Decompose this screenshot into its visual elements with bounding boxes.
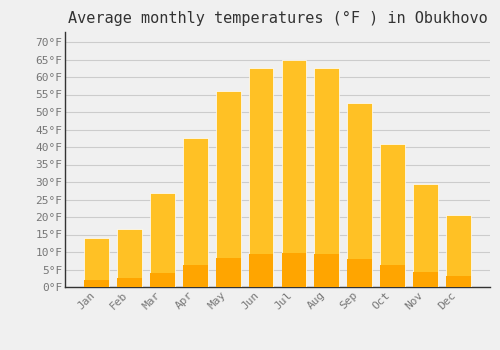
- Bar: [216, 91, 240, 287]
- Bar: [413, 184, 438, 287]
- Bar: [150, 193, 174, 287]
- Bar: [248, 254, 274, 287]
- Bar: [117, 278, 142, 287]
- Bar: [282, 253, 306, 287]
- Bar: [117, 229, 142, 287]
- Bar: [348, 103, 372, 287]
- Title: Average monthly temperatures (°F ) in Obukhovo: Average monthly temperatures (°F ) in Ob…: [68, 11, 488, 26]
- Bar: [150, 273, 174, 287]
- Bar: [84, 280, 109, 287]
- Bar: [248, 68, 274, 287]
- Bar: [216, 258, 240, 287]
- Bar: [84, 238, 109, 287]
- Bar: [282, 60, 306, 287]
- Bar: [314, 68, 339, 287]
- Bar: [183, 138, 208, 287]
- Bar: [446, 215, 470, 287]
- Bar: [348, 259, 372, 287]
- Bar: [380, 265, 405, 287]
- Bar: [183, 265, 208, 287]
- Bar: [380, 144, 405, 287]
- Bar: [314, 254, 339, 287]
- Bar: [446, 276, 470, 287]
- Bar: [413, 272, 438, 287]
